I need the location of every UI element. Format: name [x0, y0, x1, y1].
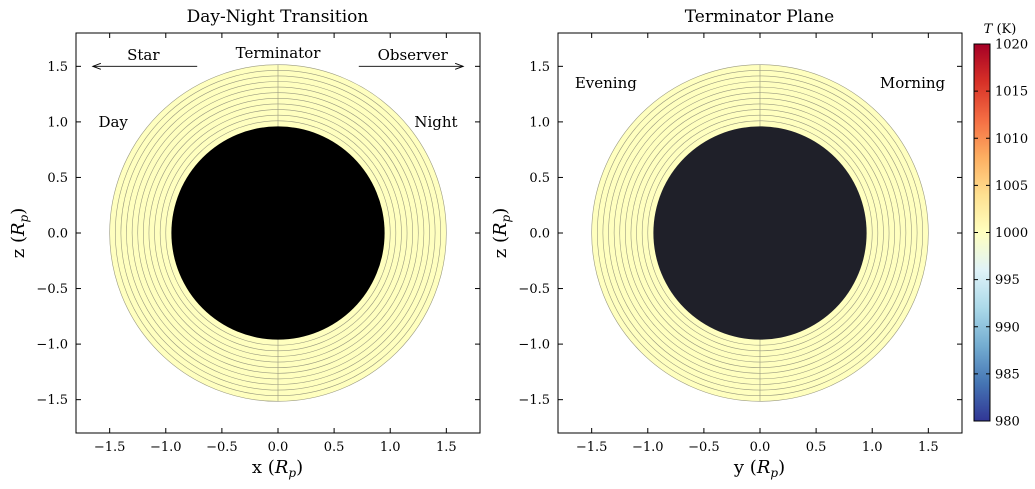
- x-tick-label: −1.0: [632, 440, 664, 455]
- colorbar-tick-label: 1020: [995, 38, 1028, 53]
- x-tick-label: 1.5: [436, 440, 457, 455]
- colorbar-tick-label: 995: [995, 273, 1020, 288]
- x-tick-label: −0.5: [688, 440, 720, 455]
- night-label: Night: [414, 113, 457, 131]
- colorbar-tick-label: 1010: [995, 132, 1028, 147]
- observer-label: Observer: [378, 46, 449, 64]
- temperature-colorbar: T (K) 980 985 990 995 1000 1005 1010 1015 1020: [973, 22, 1028, 430]
- y-tick-label: −1.5: [36, 393, 68, 408]
- morning-label: Morning: [880, 74, 946, 92]
- colorbar-title: T (K): [984, 22, 1017, 37]
- y-tick-label: −0.5: [36, 282, 68, 297]
- y-tick-label: −1.5: [518, 393, 550, 408]
- terminator-label: Terminator: [236, 44, 322, 62]
- left-y-axis-title: z (Rp): [8, 208, 31, 259]
- x-tick-label: 0.5: [806, 440, 827, 455]
- right-plot-area: −1.5 −1.0 −0.5 0.0 0.5 1.0 1.5 −1.5 −1.0 −0.5 0.0 0…: [518, 32, 963, 455]
- y-tick-label: −0.5: [518, 282, 550, 297]
- y-tick-label: 1.5: [529, 60, 550, 75]
- day-night-panel: Day-Night Transition −1.5 −1.0 −0.5 0.0 0.5 1…: [8, 7, 481, 480]
- x-tick-label: 0.0: [268, 440, 289, 455]
- colorbar-tick-label: 1005: [995, 179, 1028, 194]
- y-tick-label: 0.5: [47, 171, 68, 186]
- planet-disk: [171, 126, 385, 340]
- x-tick-label: −0.5: [206, 440, 238, 455]
- y-tick-label: 1.0: [47, 115, 68, 130]
- x-tick-label: 1.0: [380, 440, 401, 455]
- right-plot-title: Terminator Plane: [685, 7, 834, 27]
- right-y-axis-title: z (Rp): [490, 208, 513, 259]
- left-x-axis-title: x (Rp): [252, 457, 303, 480]
- evening-label: Evening: [575, 74, 637, 92]
- y-tick-label: 1.0: [529, 115, 550, 130]
- x-tick-label: 0.5: [324, 440, 345, 455]
- y-tick-label: 0.0: [47, 227, 68, 242]
- left-plot-area: −1.5 −1.0 −0.5 0.0 0.5 1.0 1.5 −1.5 −1.0 −0.5 0.0 0…: [36, 32, 481, 455]
- y-tick-label: −1.0: [518, 338, 550, 353]
- y-tick-label: 1.5: [47, 60, 68, 75]
- x-tick-label: −1.0: [150, 440, 182, 455]
- day-label: Day: [98, 113, 128, 131]
- x-tick-label: −1.5: [576, 440, 608, 455]
- y-tick-label: 0.0: [529, 227, 550, 242]
- right-x-axis-title: y (Rp): [733, 457, 785, 480]
- left-plot-title: Day-Night Transition: [187, 7, 369, 27]
- y-tick-label: 0.5: [529, 171, 550, 186]
- x-tick-label: 0.0: [750, 440, 771, 455]
- x-tick-label: −1.5: [94, 440, 126, 455]
- observer-arrow-head: [455, 62, 465, 70]
- y-tick-label: −1.0: [36, 338, 68, 353]
- terminator-plane-panel: Terminator Plane −1.5 −1.0 −0.5 0.0 0.5 1.0 1.…: [490, 7, 963, 480]
- colorbar-tick-label: 980: [995, 415, 1020, 430]
- star-arrow-head: [91, 62, 101, 70]
- planet-disk: [653, 126, 867, 340]
- x-tick-label: 1.5: [918, 440, 939, 455]
- colorbar-tick-label: 1015: [995, 85, 1028, 100]
- colorbar-tick-label: 985: [995, 367, 1020, 382]
- x-tick-label: 1.0: [862, 440, 883, 455]
- colorbar-tick-label: 1000: [995, 226, 1028, 241]
- star-label: Star: [127, 46, 160, 64]
- colorbar-tick-label: 990: [995, 320, 1020, 335]
